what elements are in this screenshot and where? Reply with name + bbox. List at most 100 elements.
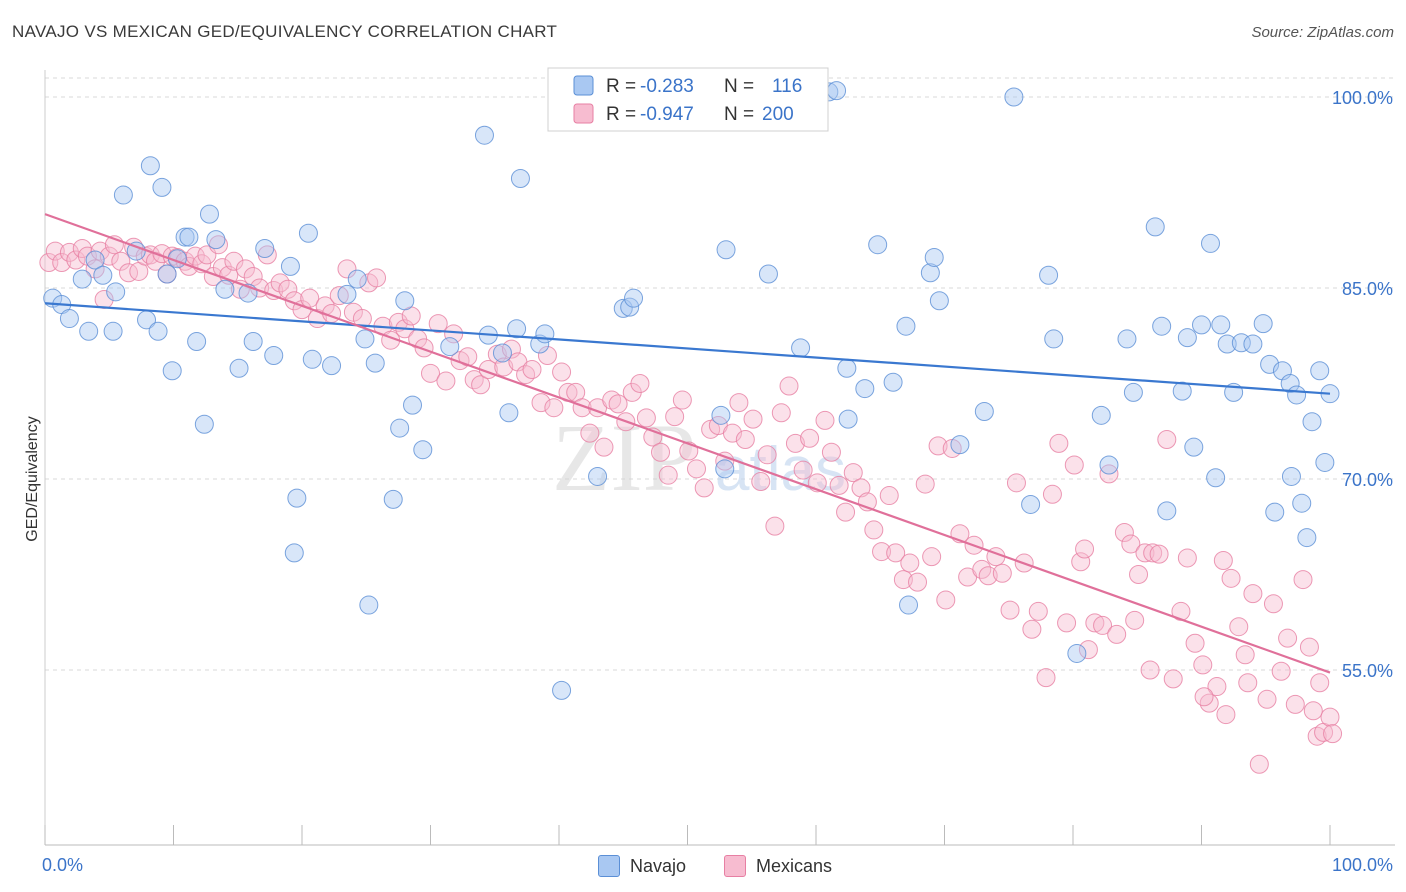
- navajo-point: [1172, 381, 1192, 401]
- mexican-point: [235, 259, 255, 279]
- mexican-point: [843, 463, 863, 483]
- navajo-point: [899, 595, 919, 615]
- mexican-point: [1093, 615, 1113, 635]
- mexican-point: [1057, 613, 1077, 633]
- mexican-point: [1075, 539, 1095, 559]
- mexican-point: [1078, 640, 1098, 660]
- mexican-point: [52, 253, 72, 273]
- mexican-point: [815, 410, 835, 430]
- navajo-point: [298, 223, 318, 243]
- navajo-point: [413, 440, 433, 460]
- mexican-point: [1299, 637, 1319, 657]
- navajo-point: [1206, 468, 1226, 488]
- top-legend-box: [547, 67, 829, 132]
- mexican-point: [516, 365, 536, 385]
- navajo-point: [883, 372, 903, 392]
- navajo-point: [924, 247, 944, 267]
- mexican-point: [908, 572, 928, 592]
- navajo-point: [1265, 502, 1285, 522]
- navajo-point: [280, 256, 300, 276]
- chart-title: NAVAJO VS MEXICAN GED/EQUIVALENCY CORREL…: [12, 22, 558, 41]
- mexican-point: [329, 286, 349, 306]
- mexican-point: [270, 273, 290, 293]
- mexican-point: [208, 235, 228, 255]
- navajo-point: [552, 680, 572, 700]
- mexican-point: [1049, 433, 1069, 453]
- mexican-point: [872, 542, 892, 562]
- top-legend: R = -0.283 N = 116 R = -0.947 N = 200: [547, 67, 829, 132]
- mexican-point: [922, 547, 942, 567]
- y-tick-label: 55.0%: [1342, 661, 1393, 681]
- navajo-point: [868, 235, 888, 255]
- mexican-point: [608, 394, 628, 414]
- mexican-point: [1221, 568, 1241, 588]
- bottom-legend: Navajo Mexicans: [0, 852, 1406, 880]
- mexican-point: [594, 437, 614, 457]
- mexican-point: [630, 374, 650, 393]
- navajo-point: [152, 177, 172, 197]
- navajo-point: [93, 265, 113, 285]
- navajo-point: [1211, 315, 1231, 335]
- mexican-point: [421, 363, 440, 383]
- navajo-point: [215, 279, 235, 299]
- mexican-point: [1194, 687, 1214, 707]
- mexican-point: [1207, 677, 1227, 697]
- navajo-point: [1177, 328, 1197, 348]
- mexican-point: [1177, 548, 1197, 568]
- source-label: Source: ZipAtlas.com: [1251, 24, 1394, 41]
- mexican-point: [785, 433, 805, 453]
- legend-swatch-navajo: [598, 855, 620, 877]
- mexican-point: [1000, 600, 1020, 620]
- mexican-point: [893, 570, 913, 590]
- navajo-point: [72, 269, 92, 289]
- navajo-point: [838, 409, 858, 429]
- mexican-point: [1143, 543, 1163, 563]
- mexican-point: [111, 251, 131, 271]
- mexican-point: [1028, 601, 1048, 621]
- mexican-point: [367, 268, 387, 288]
- mexican-point: [651, 442, 671, 462]
- legend-n-label-navajo: N =: [724, 76, 754, 97]
- x-tick-label: 0.0%: [42, 855, 83, 875]
- mexican-point: [992, 563, 1012, 583]
- mexican-point: [580, 423, 600, 443]
- mexican-point: [928, 436, 948, 456]
- navajo-point: [1253, 314, 1273, 334]
- mexican-point: [1125, 610, 1145, 630]
- mexican-point: [658, 465, 678, 485]
- mexican-point: [1303, 701, 1323, 721]
- mexican-point: [1285, 694, 1305, 714]
- navajo-point: [507, 319, 527, 339]
- mexican-point: [531, 393, 551, 413]
- navajo-point: [492, 343, 512, 363]
- navajo-point: [711, 405, 731, 425]
- mexican-point: [464, 370, 484, 390]
- navajo-point: [337, 284, 357, 304]
- navajo-point: [284, 543, 304, 563]
- navajo-point: [106, 282, 126, 302]
- mexican-point: [1064, 455, 1084, 475]
- navajo-point: [85, 250, 105, 270]
- trend-layer: [44, 213, 1331, 674]
- navajo-point: [403, 395, 423, 415]
- navajo-point: [758, 264, 778, 284]
- navajo-point: [243, 331, 263, 351]
- navajo-point: [1287, 385, 1307, 405]
- mexican-point: [1036, 668, 1056, 688]
- navajo-point: [1039, 265, 1059, 285]
- mexican-point: [45, 241, 65, 261]
- navajo-point: [179, 227, 199, 247]
- mexican-point: [1163, 669, 1183, 689]
- navajo-point: [140, 156, 160, 176]
- mexican-point: [1249, 754, 1269, 774]
- mexican-point: [771, 403, 791, 423]
- navajo-point: [1021, 494, 1041, 514]
- legend-n-value-mexicans: 200: [762, 104, 794, 125]
- mexican-point: [444, 324, 464, 344]
- navajo-point: [440, 337, 460, 357]
- navajo-point: [1310, 361, 1330, 381]
- legend-n-label-mexicans: N =: [724, 104, 754, 125]
- navajo-point: [715, 459, 735, 479]
- mexican-point: [735, 430, 755, 450]
